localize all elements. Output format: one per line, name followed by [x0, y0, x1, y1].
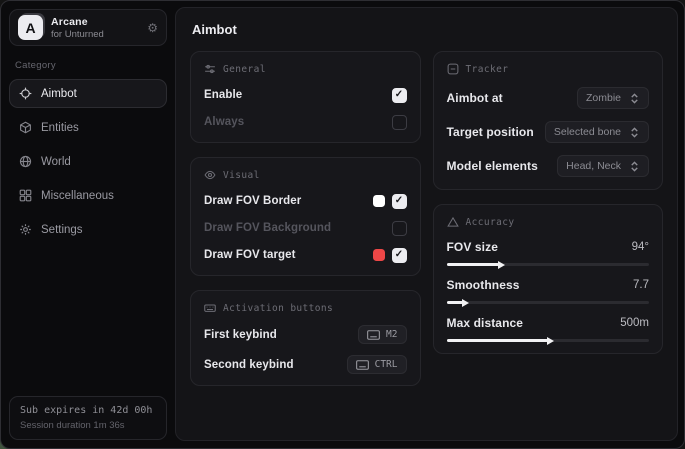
general-card: General Enable Always: [190, 51, 421, 143]
second-keybind-label: Second keybind: [204, 358, 294, 371]
fov-target-row: Draw FOV target: [204, 246, 407, 264]
app-title: Arcane: [51, 15, 88, 28]
max-distance-label: Max distance: [446, 316, 524, 330]
app-subtitle: for Unturned: [51, 28, 104, 40]
fov-border-row: Draw FOV Border: [204, 192, 407, 210]
crosshair-icon: [19, 87, 32, 100]
sidebar-item-label: Aimbot: [41, 87, 77, 100]
logo-letter: A: [25, 19, 36, 36]
keyboard-icon: [204, 304, 216, 312]
gear-icon[interactable]: ⚙: [147, 20, 158, 35]
sidebar-item-miscellaneous[interactable]: Miscellaneous: [9, 181, 167, 210]
aimbot-at-label: Aimbot at: [446, 91, 503, 105]
fov-size-row: FOV size 94°: [446, 240, 649, 269]
app-logo: A: [18, 15, 43, 40]
second-keybind-button[interactable]: CTRL: [346, 355, 407, 374]
chevron-up-down-icon: [631, 126, 638, 138]
target-position-label: Target position: [446, 125, 534, 139]
always-checkbox[interactable]: [391, 114, 407, 130]
accuracy-header: Accuracy: [446, 216, 650, 228]
smoothness-row: Smoothness 7.7: [446, 278, 649, 307]
fov-target-color-swatch[interactable]: [372, 249, 385, 261]
max-distance-slider[interactable]: [446, 336, 649, 345]
fov-target-label: Draw FOV target: [204, 249, 296, 261]
triangle-icon: [446, 216, 459, 227]
smoothness-label: Smoothness: [446, 278, 520, 292]
gear-icon: [20, 224, 31, 235]
fov-size-slider[interactable]: [446, 260, 649, 269]
grid-icon: [19, 189, 32, 202]
tracker-card: Tracker Aimbot at Zombie Target position: [432, 51, 663, 190]
sidebar-item-entities[interactable]: Entities: [9, 113, 167, 142]
target-position-row: Target position Selected bone: [446, 120, 649, 144]
sub-expiry-text: Sub expires in 42d 00h: [20, 405, 153, 416]
general-header: General: [204, 63, 407, 75]
content-panel: Aimbot General Enable Always: [175, 7, 678, 441]
aimbot-at-select[interactable]: Zombie: [576, 87, 649, 109]
cube-icon: [20, 121, 31, 134]
visual-header: Visual: [204, 169, 407, 181]
max-distance-value: 500m: [620, 317, 649, 329]
slider-thumb[interactable]: [498, 260, 506, 269]
keyboard-icon: [355, 359, 369, 370]
fov-border-label: Draw FOV Border: [204, 195, 302, 207]
chevron-up-down-icon: [631, 160, 638, 172]
activation-card: Activation buttons First keybind M2 Seco…: [190, 290, 421, 386]
keyboard-icon: [367, 329, 380, 340]
model-elements-select[interactable]: Head, Neck: [557, 155, 649, 177]
sliders-icon: [205, 64, 215, 74]
sidebar: A Arcane for Unturned ⚙ Category Aimbot …: [1, 1, 175, 448]
sidebar-item-label: Settings: [41, 223, 83, 236]
aimbot-at-row: Aimbot at Zombie: [446, 86, 649, 110]
page-title: Aimbot: [192, 22, 237, 37]
model-elements-row: Model elements Head, Neck: [446, 154, 649, 178]
accuracy-card: Accuracy FOV size 94° Smoothness: [432, 204, 663, 354]
fov-background-checkbox[interactable]: [391, 220, 407, 236]
fov-size-label: FOV size: [446, 240, 498, 254]
sidebar-item-label: World: [41, 155, 71, 168]
sidebar-item-settings[interactable]: Settings: [9, 215, 167, 244]
fov-border-color-swatch[interactable]: [372, 195, 385, 207]
model-elements-label: Model elements: [446, 159, 538, 173]
first-keybind-row: First keybind M2: [204, 325, 407, 344]
tracker-header: Tracker: [447, 63, 650, 75]
smoothness-value: 7.7: [633, 279, 649, 291]
sidebar-item-label: Miscellaneous: [41, 189, 114, 202]
visual-card: Visual Draw FOV Border Draw FOV Backgrou…: [190, 157, 421, 276]
enable-label: Enable: [204, 89, 243, 101]
smoothness-slider[interactable]: [446, 298, 649, 307]
slider-thumb[interactable]: [461, 298, 469, 307]
target-position-select[interactable]: Selected bone: [544, 121, 649, 143]
sidebar-item-label: Entities: [41, 121, 79, 134]
enable-checkbox[interactable]: [391, 87, 407, 103]
eye-icon: [204, 170, 216, 180]
fov-border-checkbox[interactable]: [391, 193, 407, 209]
second-keybind-row: Second keybind CTRL: [204, 355, 407, 374]
box-minus-icon: [447, 63, 458, 75]
fov-background-row: Draw FOV Background: [204, 219, 407, 237]
enable-row: Enable: [204, 86, 407, 104]
always-row: Always: [204, 113, 407, 131]
globe-icon: [19, 155, 32, 168]
fov-size-value: 94°: [631, 241, 649, 253]
subscription-info: Sub expires in 42d 00h Session duration …: [9, 396, 167, 440]
brand-card: A Arcane for Unturned ⚙: [9, 9, 167, 46]
sidebar-item-aimbot[interactable]: Aimbot: [9, 79, 167, 108]
first-keybind-label: First keybind: [204, 328, 277, 341]
first-keybind-button[interactable]: M2: [358, 325, 407, 344]
activation-header: Activation buttons: [204, 302, 407, 314]
slider-thumb[interactable]: [546, 336, 554, 345]
session-duration-text: Session duration 1m 36s: [20, 420, 125, 431]
fov-target-checkbox[interactable]: [391, 247, 407, 263]
category-label: Category: [15, 60, 56, 71]
sidebar-item-world[interactable]: World: [9, 147, 167, 176]
max-distance-row: Max distance 500m: [446, 316, 649, 345]
always-label: Always: [204, 116, 245, 128]
sidebar-nav: Aimbot Entities World Miscellaneous Sett…: [9, 79, 167, 249]
chevron-up-down-icon: [631, 92, 638, 104]
fov-background-label: Draw FOV Background: [204, 222, 332, 234]
